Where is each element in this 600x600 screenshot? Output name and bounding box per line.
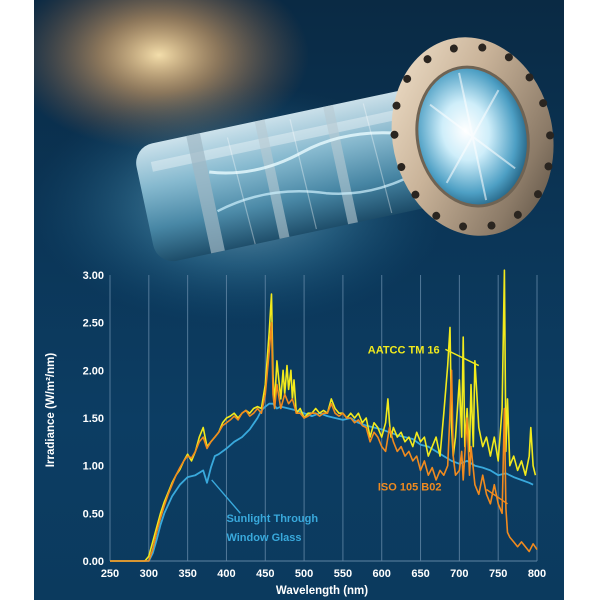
y-tick-label: 2.00 <box>83 365 104 377</box>
x-axis-title: Wavelength (nm) <box>276 585 368 597</box>
x-tick-label: 650 <box>411 568 429 580</box>
y-axis-title: Irradiance (W/m²/nm) <box>45 353 57 468</box>
grid-lines <box>109 275 538 562</box>
y-tick-label: 3.00 <box>83 270 104 282</box>
series-line-iso <box>110 321 538 562</box>
x-tick-label: 350 <box>178 568 196 580</box>
x-tick-label: 300 <box>140 568 158 580</box>
x-tick-label: 500 <box>295 568 313 580</box>
x-tick-label: 700 <box>450 568 468 580</box>
y-tick-label: 0.00 <box>83 556 104 568</box>
x-tick-label: 550 <box>334 568 352 580</box>
annotation-iso: ISO 105 B02 <box>378 482 442 494</box>
x-tick-label: 450 <box>256 568 274 580</box>
sunlight-leader-line <box>211 479 241 514</box>
y-tick-label: 1.00 <box>83 461 104 473</box>
annotation-sunlight: Window Glass <box>226 532 301 544</box>
y-tick-label: 1.50 <box>83 413 104 425</box>
x-tick-label: 250 <box>101 568 119 580</box>
aatcc-leader-line <box>445 348 480 367</box>
series-layer <box>110 269 538 562</box>
y-tick-label: 2.50 <box>83 318 104 330</box>
series-line-aatcc <box>110 269 537 562</box>
x-tick-label: 400 <box>217 568 235 580</box>
figure-frame: AATCC TM 16 ISO 105 B02 Sunlight Through Wi… <box>34 0 564 600</box>
x-axis-ticks: 250 300 350 400 450 500 550 600 650 700 750 800 <box>101 568 546 580</box>
x-tick-label: 750 <box>489 568 507 580</box>
annotation-sunlight: Sunlight Through <box>226 513 318 525</box>
x-tick-label: 800 <box>528 568 546 580</box>
y-tick-label: 0.50 <box>83 508 104 520</box>
annotation-layer: AATCC TM 16 ISO 105 B02 Sunlight Through Wi… <box>211 344 508 544</box>
iso-leader-line <box>486 488 508 505</box>
x-tick-label: 600 <box>373 568 391 580</box>
irradiance-chart: AATCC TM 16 ISO 105 B02 Sunlight Through Wi… <box>45 269 546 597</box>
annotation-aatcc: AATCC TM 16 <box>368 344 440 356</box>
y-axis-ticks: 0.00 0.50 1.00 1.50 2.00 2.50 3.00 <box>83 270 104 568</box>
xenon-lamp-illustration <box>34 0 555 325</box>
